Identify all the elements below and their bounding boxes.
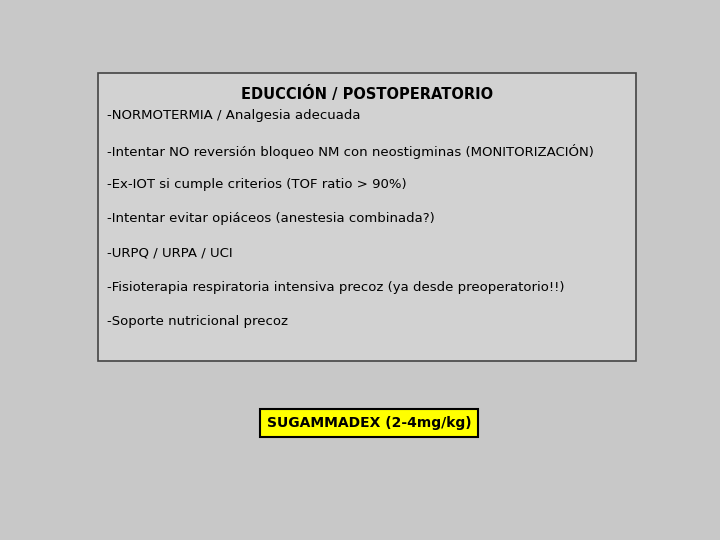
Text: -Ex-IOT si cumple criterios (TOF ratio > 90%): -Ex-IOT si cumple criterios (TOF ratio >… <box>107 178 407 191</box>
Text: -NORMOTERMIA / Analgesia adecuada: -NORMOTERMIA / Analgesia adecuada <box>107 110 361 123</box>
Text: -Intentar NO reversión bloqueo NM con neostigminas (MONITORIZACIÓN): -Intentar NO reversión bloqueo NM con ne… <box>107 144 594 159</box>
Text: -URPQ / URPA / UCI: -URPQ / URPA / UCI <box>107 247 233 260</box>
Text: -Fisioterapia respiratoria intensiva precoz (ya desde preoperatorio!!): -Fisioterapia respiratoria intensiva pre… <box>107 281 564 294</box>
FancyBboxPatch shape <box>98 72 636 361</box>
Text: -Soporte nutricional precoz: -Soporte nutricional precoz <box>107 315 288 328</box>
Text: EDUCCIÓN / POSTOPERATORIO: EDUCCIÓN / POSTOPERATORIO <box>241 86 493 103</box>
Text: SUGAMMADEX (2-4mg/kg): SUGAMMADEX (2-4mg/kg) <box>266 416 472 430</box>
Text: -Intentar evitar opiáceos (anestesia combinada?): -Intentar evitar opiáceos (anestesia com… <box>107 212 435 225</box>
